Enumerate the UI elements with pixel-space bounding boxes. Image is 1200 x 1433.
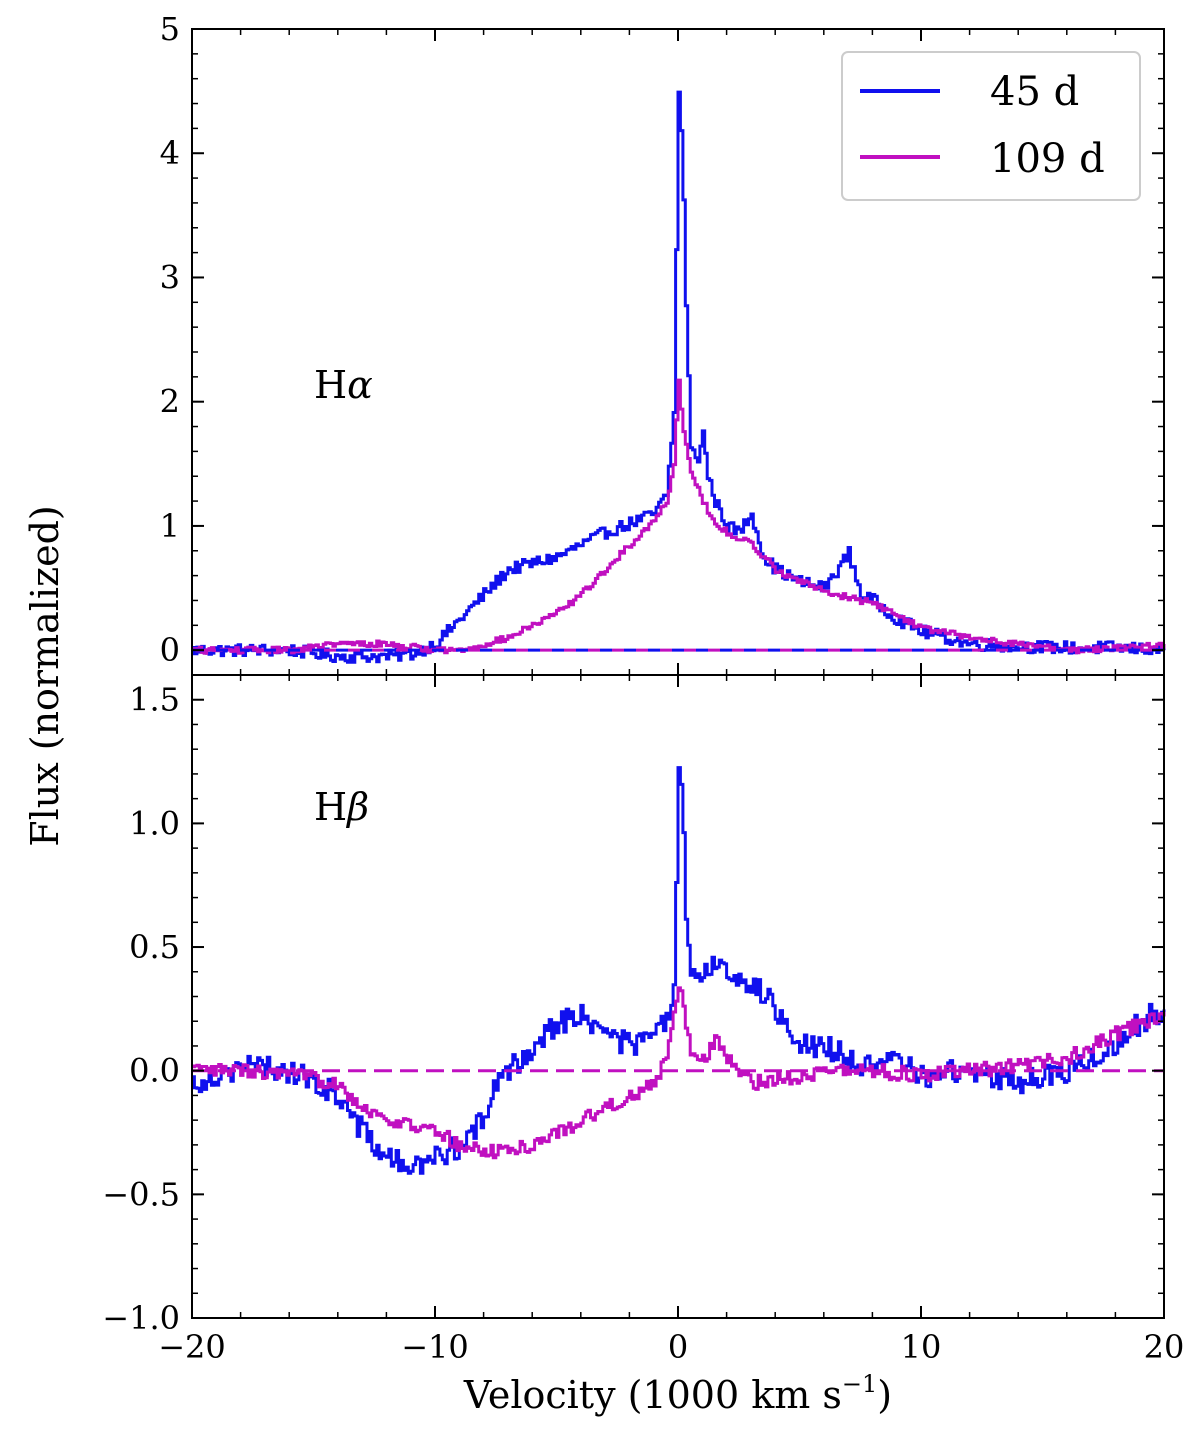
bottom-panel: −1.0 −0.5 0.0 0.5 1.0 1.5 −20 −10 0 10 20 Hβ (102, 674, 1185, 1366)
legend-label-45d: 45 d (990, 69, 1079, 115)
xtick-label: −10 (401, 1328, 469, 1366)
bottom-ytick-label: 1.5 (129, 681, 180, 719)
top-series-109d (192, 378, 1166, 655)
top-ytick-label: 2 (160, 383, 180, 421)
top-panel-label-halpha: Hα (314, 363, 373, 407)
bottom-ytick-label: −1.0 (102, 1299, 180, 1337)
bottom-ytick-label: 1.0 (129, 804, 180, 842)
top-panel: 0 1 2 3 4 5 Hα 45 d 109 d (160, 10, 1166, 676)
top-ytick-label: 5 (160, 10, 180, 48)
bottom-series-109d (192, 986, 1166, 1160)
xtick-label: 0 (668, 1328, 688, 1366)
bottom-ticks: −1.0 −0.5 0.0 0.5 1.0 1.5 −20 −10 0 10 20 (102, 674, 1185, 1366)
bottom-panel-label-hbeta: Hβ (314, 785, 369, 829)
bottom-ytick-label: 0.5 (129, 928, 180, 966)
y-axis-title: Flux (normalized) (23, 505, 67, 847)
top-ytick-label: 3 (160, 258, 180, 296)
top-ytick-label: 4 (160, 134, 180, 172)
legend-label-109d: 109 d (990, 136, 1105, 182)
bottom-ytick-label: −0.5 (102, 1175, 180, 1213)
xtick-label: −20 (158, 1328, 226, 1366)
xtick-label: 10 (901, 1328, 942, 1366)
bottom-ytick-label: 0.0 (129, 1052, 180, 1090)
top-ytick-label: 0 (160, 631, 180, 669)
legend: 45 d 109 d (841, 51, 1141, 201)
xtick-label: 20 (1144, 1328, 1185, 1366)
x-axis-title: Velocity (1000 km s−1) (463, 1370, 892, 1417)
bottom-series-group (192, 766, 1166, 1175)
bottom-panel-frame (191, 674, 1165, 1319)
top-ytick-label: 1 (160, 507, 180, 545)
